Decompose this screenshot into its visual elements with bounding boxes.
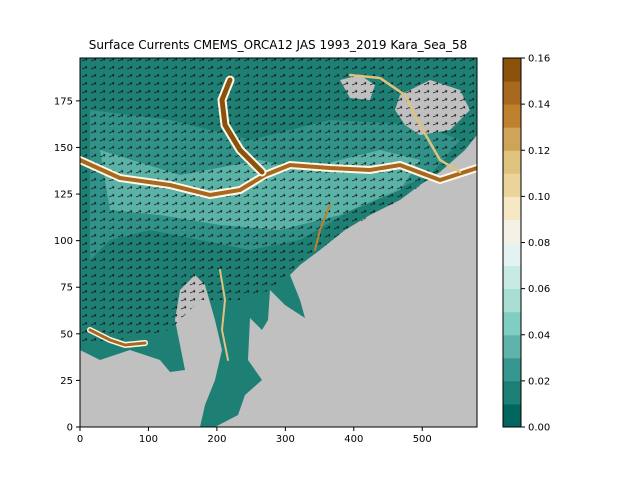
x-tick-label: 400 <box>344 434 363 445</box>
colorbar-tick-label: 0.12 <box>528 146 550 157</box>
x-tick-label: 0 <box>77 434 83 445</box>
colorbar-tick-label: 0.16 <box>528 54 550 65</box>
colorbar-level <box>503 219 521 243</box>
colorbar-level <box>503 196 521 220</box>
colorbar-level <box>503 104 521 128</box>
colorbar-level <box>503 288 521 313</box>
colorbar-tick-label: 0.04 <box>528 330 550 341</box>
colorbar-level <box>503 242 521 267</box>
colorbar-level <box>503 311 521 336</box>
colorbar-level <box>503 403 521 428</box>
y-tick-label: 150 <box>54 143 73 154</box>
colorbar-tick-label: 0.08 <box>528 238 550 249</box>
colorbar-level <box>503 334 521 359</box>
current-arrows <box>80 58 477 345</box>
x-tick-label: 500 <box>413 434 432 445</box>
y-tick-label: 75 <box>60 283 73 294</box>
x-tick-label: 100 <box>139 434 158 445</box>
plot-area <box>80 58 477 427</box>
colorbar-tick-label: 0.00 <box>528 423 550 434</box>
x-tick-label: 200 <box>207 434 226 445</box>
colorbar-tick-label: 0.02 <box>528 376 550 387</box>
x-tick-label: 300 <box>276 434 295 445</box>
colorbar-level <box>503 173 521 197</box>
y-tick-label: 25 <box>60 376 73 387</box>
colorbar: 0.00 0.02 0.04 0.06 0.08 0.10 0.12 0.14 0.16 <box>502 54 550 434</box>
colorbar-tick-label: 0.14 <box>528 100 550 111</box>
plot-frame <box>79 57 478 428</box>
colorbar-level <box>503 150 521 174</box>
colorbar-level <box>503 58 521 82</box>
colorbar-level <box>503 81 521 105</box>
colorbar-level <box>503 265 521 290</box>
y-tick-label: 50 <box>60 329 73 340</box>
y-tick-label: 100 <box>54 236 73 247</box>
y-tick-label: 125 <box>54 190 73 201</box>
colorbar-level <box>503 357 521 382</box>
strong-currents <box>80 73 477 361</box>
x-axis: 0 100 200 300 400 500 <box>77 427 432 445</box>
colorbar-level <box>503 380 521 405</box>
colorbar-tick-label: 0.10 <box>528 192 550 203</box>
y-tick-label: 175 <box>54 96 73 107</box>
colorbar-tick-label: 0.06 <box>528 284 550 295</box>
chart-title: Surface Currents CMEMS_ORCA12 JAS 1993_2… <box>89 38 468 52</box>
y-axis: 0 25 50 75 100 125 150 175 <box>54 96 80 434</box>
colorbar-level <box>503 127 521 151</box>
y-tick-label: 0 <box>67 423 73 434</box>
